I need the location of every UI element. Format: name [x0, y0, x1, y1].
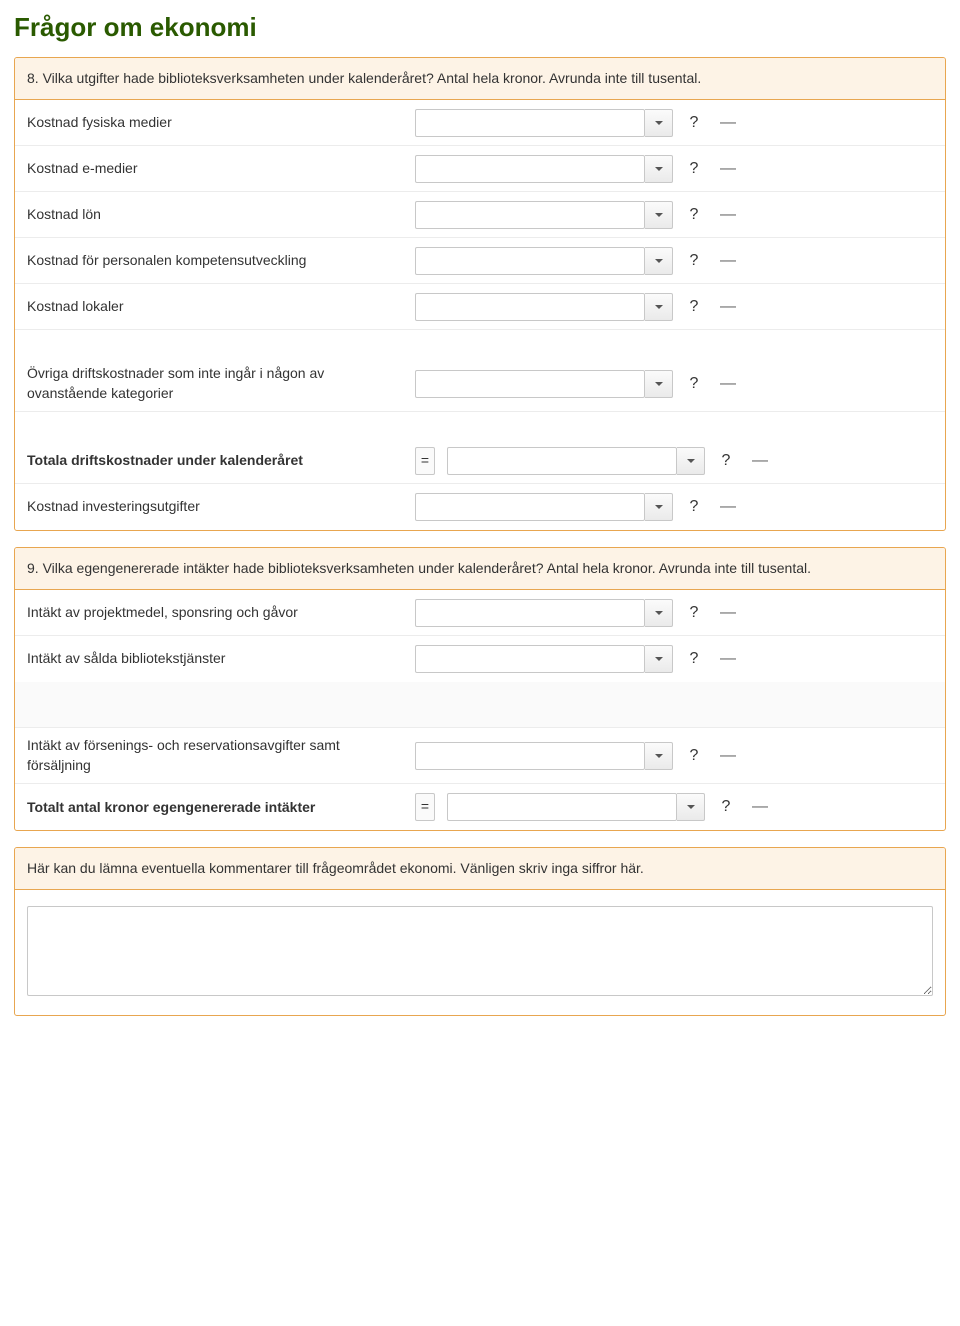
row-label: Kostnad lön	[27, 205, 407, 225]
form-row: Kostnad lokaler? —	[15, 284, 945, 330]
input-group	[415, 109, 673, 137]
chevron-down-icon[interactable]	[645, 155, 673, 183]
dash-indicator: —	[715, 498, 741, 516]
amount-input[interactable]	[415, 155, 645, 183]
input-group	[415, 742, 673, 770]
form-row: Kostnad lön? —	[15, 192, 945, 238]
amount-input[interactable]	[415, 599, 645, 627]
row-label: Intäkt av försenings- och reservationsav…	[27, 736, 407, 775]
dash-indicator: —	[715, 114, 741, 132]
row-label: Kostnad för personalen kompetensutveckli…	[27, 251, 407, 271]
spacer-row	[15, 412, 945, 438]
q9-heading: 9. Vilka egengenererade intäkter hade bi…	[15, 548, 945, 590]
input-group	[415, 155, 673, 183]
row-label: Totala driftskostnader under kalenderåre…	[27, 451, 407, 471]
form-row: Kostnad fysiska medier? —	[15, 100, 945, 146]
help-icon[interactable]: ?	[681, 252, 707, 270]
row-label: Kostnad e-medier	[27, 159, 407, 179]
amount-input[interactable]	[415, 645, 645, 673]
equals-indicator: =	[415, 447, 435, 475]
form-row: Intäkt av försenings- och reservationsav…	[15, 728, 945, 784]
chevron-down-icon[interactable]	[645, 293, 673, 321]
chevron-down-icon[interactable]	[645, 370, 673, 398]
chevron-down-icon[interactable]	[677, 447, 705, 475]
row-label: Intäkt av projektmedel, sponsring och gå…	[27, 603, 407, 623]
amount-input[interactable]	[415, 109, 645, 137]
help-icon[interactable]: ?	[681, 747, 707, 765]
help-icon[interactable]: ?	[713, 452, 739, 470]
help-icon[interactable]: ?	[681, 650, 707, 668]
dash-indicator: —	[715, 747, 741, 765]
input-group	[415, 370, 673, 398]
amount-input[interactable]	[415, 293, 645, 321]
chevron-down-icon[interactable]	[645, 645, 673, 673]
form-row: Totalt antal kronor egengenererade intäk…	[15, 784, 945, 830]
spacer-row	[15, 330, 945, 356]
dash-indicator: —	[715, 206, 741, 224]
row-label: Intäkt av sålda bibliotekstjänster	[27, 649, 407, 669]
dash-indicator: —	[715, 298, 741, 316]
chevron-down-icon[interactable]	[677, 793, 705, 821]
dash-indicator: —	[715, 604, 741, 622]
form-row: Intäkt av sålda bibliotekstjänster? —	[15, 636, 945, 682]
comments-textarea[interactable]	[27, 906, 933, 996]
help-icon[interactable]: ?	[713, 798, 739, 816]
input-group	[415, 201, 673, 229]
amount-input[interactable]	[415, 370, 645, 398]
input-group	[447, 447, 705, 475]
help-icon[interactable]: ?	[681, 604, 707, 622]
dash-indicator: —	[715, 375, 741, 393]
form-row: Kostnad e-medier? —	[15, 146, 945, 192]
form-row: Kostnad för personalen kompetensutveckli…	[15, 238, 945, 284]
input-group	[415, 293, 673, 321]
input-group	[415, 493, 673, 521]
q8-body: Kostnad fysiska medier?—Kostnad e-medier…	[15, 100, 945, 530]
input-group	[415, 599, 673, 627]
form-row: Kostnad investeringsutgifter? —	[15, 484, 945, 530]
amount-input[interactable]	[447, 447, 677, 475]
help-icon[interactable]: ?	[681, 114, 707, 132]
dash-indicator: —	[747, 798, 773, 816]
row-label: Kostnad fysiska medier	[27, 113, 407, 133]
equals-indicator: =	[415, 793, 435, 821]
comments-panel: Här kan du lämna eventuella kommentarer …	[14, 847, 946, 1016]
chevron-down-icon[interactable]	[645, 493, 673, 521]
q8-heading: 8. Vilka utgifter hade biblioteksverksam…	[15, 58, 945, 100]
help-icon[interactable]: ?	[681, 498, 707, 516]
q9-panel: 9. Vilka egengenererade intäkter hade bi…	[14, 547, 946, 831]
row-label: Totalt antal kronor egengenererade intäk…	[27, 798, 407, 818]
form-row: Totala driftskostnader under kalenderåre…	[15, 438, 945, 484]
input-group	[447, 793, 705, 821]
amount-input[interactable]	[415, 742, 645, 770]
chevron-down-icon[interactable]	[645, 109, 673, 137]
comments-heading: Här kan du lämna eventuella kommentarer …	[15, 848, 945, 890]
q9-body: Intäkt av projektmedel, sponsring och gå…	[15, 590, 945, 830]
amount-input[interactable]	[415, 493, 645, 521]
help-icon[interactable]: ?	[681, 206, 707, 224]
input-group	[415, 247, 673, 275]
chevron-down-icon[interactable]	[645, 742, 673, 770]
page-title: Frågor om ekonomi	[14, 12, 946, 43]
row-label: Kostnad investeringsutgifter	[27, 497, 407, 517]
amount-input[interactable]	[415, 247, 645, 275]
dash-indicator: —	[715, 160, 741, 178]
dash-indicator: —	[715, 252, 741, 270]
chevron-down-icon[interactable]	[645, 599, 673, 627]
row-label: Övriga driftskostnader som inte ingår i …	[27, 364, 407, 403]
dash-indicator: —	[715, 650, 741, 668]
help-icon[interactable]: ?	[681, 298, 707, 316]
chevron-down-icon[interactable]	[645, 247, 673, 275]
form-row: Intäkt av projektmedel, sponsring och gå…	[15, 590, 945, 636]
amount-input[interactable]	[415, 201, 645, 229]
form-row: Övriga driftskostnader som inte ingår i …	[15, 356, 945, 412]
help-icon[interactable]: ?	[681, 160, 707, 178]
chevron-down-icon[interactable]	[645, 201, 673, 229]
amount-input[interactable]	[447, 793, 677, 821]
help-icon[interactable]: ?	[681, 375, 707, 393]
q9-gap-row	[15, 682, 945, 728]
q8-panel: 8. Vilka utgifter hade biblioteksverksam…	[14, 57, 946, 531]
input-group	[415, 645, 673, 673]
row-label: Kostnad lokaler	[27, 297, 407, 317]
dash-indicator: —	[747, 452, 773, 470]
